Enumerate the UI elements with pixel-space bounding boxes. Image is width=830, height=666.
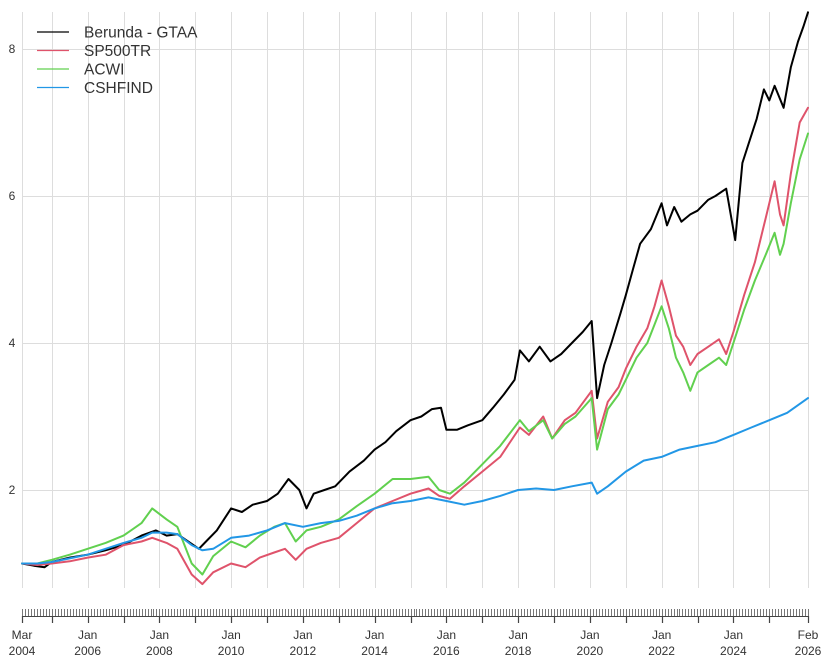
x-tick-label-month: Jan [652,628,671,642]
x-tick-label-month: Jan [78,628,97,642]
legend-label: ACWI [84,62,124,79]
x-axis: Mar 2004 Jan 2006 Jan 2008 Jan 2010 Jan 2012 Jan 20… [9,609,822,658]
x-tick-label-month: Jan [221,628,240,642]
series-line-cshfind [21,397,809,565]
x-tick-label-year: 2008 [146,644,173,658]
x-tick-label-year: 2012 [290,644,317,658]
series-line-acwi [21,132,809,576]
legend-label: CSHFIND [84,80,153,97]
x-tick-label-month: Feb [798,628,819,642]
y-tick-label: 6 [9,189,16,203]
legend-label: SP500TR [84,43,151,60]
x-tick-label-year: 2026 [795,644,822,658]
series-lines [21,11,809,586]
x-tick-label-month: Jan [724,628,743,642]
x-gridlines [22,12,809,588]
x-tick-label-month: Jan [365,628,384,642]
y-tick-label: 4 [9,336,16,350]
y-tick-label: 8 [9,42,16,56]
x-tick-label-year: 2010 [218,644,245,658]
x-tick-label-month: Jan [293,628,312,642]
x-tick-label-year: 2014 [361,644,388,658]
x-tick-label-month: Mar [12,628,33,642]
x-tick-label-month: Jan [437,628,456,642]
x-tick-label-year: 2024 [720,644,747,658]
series-line-sp500tr [21,106,809,586]
x-tick-label-month: Jan [580,628,599,642]
x-tick-label-month: Jan [150,628,169,642]
x-tick-label-year: 2016 [433,644,460,658]
y-axis-labels: 2 4 6 8 [9,42,16,497]
y-gridlines [22,49,808,491]
x-tick-label-year: 2004 [9,644,36,658]
legend-label: Berunda - GTAA [84,25,198,42]
x-tick-label-year: 2022 [648,644,675,658]
x-tick-label-year: 2018 [505,644,532,658]
x-tick-label-year: 2006 [74,644,101,658]
x-tick-label-year: 2020 [577,644,604,658]
y-tick-label: 2 [9,483,16,497]
series-line-berunda-gtaa [21,11,809,569]
x-tick-label-month: Jan [508,628,527,642]
